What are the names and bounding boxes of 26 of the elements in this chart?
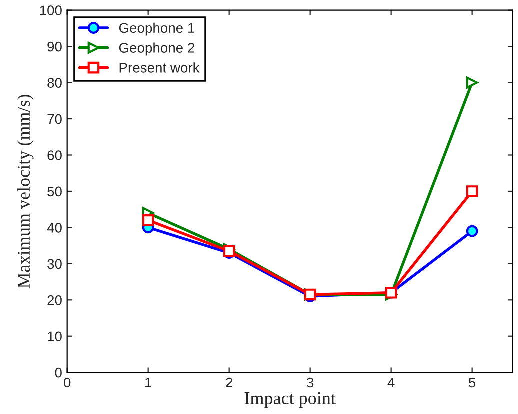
y-tick-label: 60 — [48, 150, 62, 160]
y-tick-label: 10 — [48, 332, 62, 342]
point — [142, 214, 154, 226]
y-tick-label: 40 — [47, 223, 62, 233]
y-tick-label: 50 — [48, 186, 62, 197]
point — [466, 76, 478, 89]
x-tick-label: 3 — [306, 378, 314, 388]
x-axis-title: Impact point — [244, 392, 336, 408]
legend-label: Present work — [120, 62, 200, 73]
x-tick-label: 5 — [469, 378, 476, 388]
x-tick-label: 4 — [388, 378, 395, 388]
x-tick-label: 2 — [226, 378, 232, 388]
y-tick-label: 90 — [48, 42, 62, 52]
y-tick-label: 0 — [55, 368, 62, 378]
y-axis-title: Maximum velocity (mm/s) — [17, 94, 34, 288]
y-tick-label: 70 — [48, 114, 62, 124]
point — [466, 186, 478, 198]
legend-label: Geophone 2 — [119, 42, 194, 56]
point — [466, 225, 478, 238]
x-tick-label: 0 — [64, 378, 71, 388]
y-tick-label: 80 — [48, 78, 62, 88]
x-tick-label: 1 — [146, 378, 152, 388]
y-tick-label: 20 — [48, 295, 62, 306]
y-tick-label: 30 — [48, 259, 62, 270]
y-tick-label: 100 — [40, 6, 62, 16]
legend-label: Geophone 1 — [119, 22, 195, 36]
